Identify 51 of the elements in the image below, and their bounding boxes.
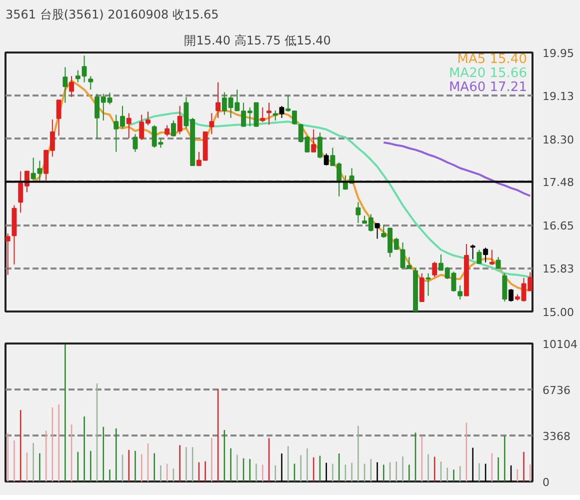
candlestick xyxy=(470,244,476,260)
candlestick xyxy=(496,256,501,270)
y-tick-label: 17.48 xyxy=(542,176,574,190)
candlestick xyxy=(164,124,170,137)
candlestick xyxy=(62,66,68,104)
candlestick xyxy=(279,105,284,118)
y-tick-label: 15.00 xyxy=(542,306,574,319)
candlestick xyxy=(483,247,488,263)
candlestick xyxy=(132,134,138,152)
candlestick xyxy=(209,112,214,135)
y-tick-label: 3368 xyxy=(542,430,570,443)
candlestick xyxy=(317,132,322,159)
candlestick xyxy=(69,76,74,98)
candlestick xyxy=(502,272,508,302)
text: MA20 15.66 xyxy=(448,66,527,81)
candlestick xyxy=(432,261,438,278)
candlestick xyxy=(324,152,329,166)
y-tick-label: 18.30 xyxy=(542,133,574,146)
chart-title: 3561 台股(3561) 20160908 收15.65 xyxy=(6,8,219,22)
candlestick xyxy=(508,288,514,302)
candlestick xyxy=(177,105,182,135)
candlestick xyxy=(286,94,291,112)
y-tick-label: 0 xyxy=(542,476,550,489)
line-series xyxy=(382,141,532,197)
text: MA5 15.40 xyxy=(457,52,527,67)
candlestick xyxy=(419,272,424,302)
candlestick xyxy=(356,202,361,224)
candlestick xyxy=(88,76,94,90)
y-tick-label: 19.95 xyxy=(542,47,574,60)
candlestick xyxy=(126,112,132,139)
candlestick xyxy=(56,100,62,136)
y-tick-label: 15.83 xyxy=(542,262,574,276)
candlestick xyxy=(374,222,380,240)
y-tick-label: 16.65 xyxy=(542,220,574,233)
candlestick xyxy=(458,284,463,300)
y-tick-label: 6736 xyxy=(542,384,570,397)
candlestick xyxy=(476,249,482,264)
candlestick xyxy=(216,82,221,118)
candlestick xyxy=(489,249,494,266)
candlestick xyxy=(272,110,278,122)
y-tick-label: 19.13 xyxy=(542,90,574,103)
candlestick xyxy=(311,128,316,152)
candlestick xyxy=(266,102,272,126)
candlestick xyxy=(260,106,266,123)
candlestick xyxy=(170,120,176,137)
chart-subtitle: 開15.40 高15.75 低15.40 xyxy=(184,34,331,48)
candlestick xyxy=(6,233,10,276)
candlestick xyxy=(426,272,431,296)
text: MA60 17.21 xyxy=(448,80,527,95)
y-tick-label: 10104 xyxy=(542,338,578,351)
candlestick xyxy=(292,110,297,126)
